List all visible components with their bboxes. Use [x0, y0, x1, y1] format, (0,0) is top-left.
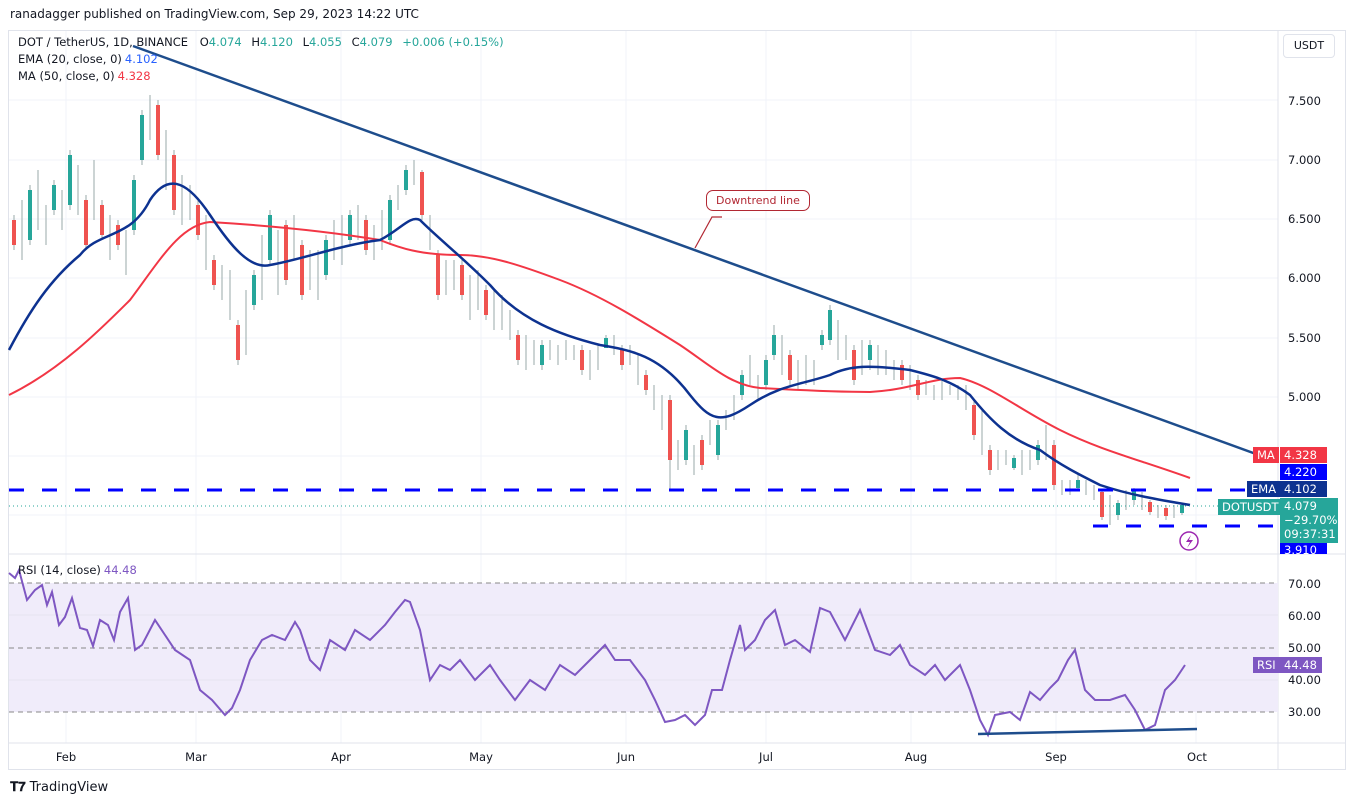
lightning-icon[interactable]	[1179, 531, 1199, 551]
last-price-tag: 4.079 −29.70% 09:37:31	[1280, 498, 1338, 543]
time-tick: Oct	[1187, 750, 1207, 764]
time-tick: Jul	[759, 750, 773, 764]
rsi-value: 44.48	[103, 563, 137, 577]
symbol-tag-label: DOTUSDT	[1218, 499, 1283, 515]
rsi-tick: 30.00	[1288, 705, 1321, 719]
time-tick: Aug	[904, 750, 928, 764]
time-tick: Sep	[1045, 750, 1067, 764]
ema-tag-value: 4.102	[1280, 481, 1327, 497]
tradingview-logo-icon: 𝐓𝟕	[10, 780, 26, 795]
tradingview-logo[interactable]: 𝐓𝟕 TradingView	[10, 780, 109, 795]
price-tick: 7.500	[1288, 94, 1321, 108]
support-tag-value: 3.910	[1280, 543, 1327, 554]
bar-countdown: 09:37:31	[1284, 527, 1336, 541]
time-tick: May	[469, 750, 493, 764]
ma-value: 4.328	[117, 69, 151, 83]
ema-legend[interactable]: EMA (20, close, 0) 4.102	[18, 52, 158, 66]
chart-frame	[8, 30, 1346, 770]
high-value: 4.120	[260, 35, 293, 49]
ma-legend[interactable]: MA (50, close, 0) 4.328	[18, 69, 151, 83]
rsi-tag-label: RSI	[1253, 657, 1280, 673]
currency-button[interactable]: USDT	[1283, 34, 1335, 58]
price-tick: 5.500	[1288, 331, 1321, 345]
time-tick: Jun	[617, 750, 635, 764]
ma50-line	[8, 220, 1191, 479]
publisher-line: ranadagger published on TradingView.com,…	[10, 7, 419, 21]
time-tick: Apr	[331, 750, 351, 764]
rsi-tick: 60.00	[1288, 609, 1321, 623]
rsi-legend[interactable]: RSI (14, close) 44.48	[18, 563, 137, 577]
open-value: 4.074	[208, 35, 242, 49]
price-tick: 6.500	[1288, 212, 1321, 226]
time-tick: Mar	[185, 750, 207, 764]
ema-tag-label: EMA	[1247, 481, 1281, 497]
close-value: 4.079	[359, 35, 393, 49]
price-tick: 6.000	[1288, 271, 1321, 285]
price-tick: 5.000	[1288, 390, 1321, 404]
ma-tag-label: MA	[1253, 447, 1279, 463]
rsi-divergence-line	[977, 727, 1198, 736]
symbol-legend: DOT / TetherUS, 1D, BINANCE O4.074 H4.12…	[18, 35, 504, 49]
rsi-tag-value: 44.48	[1280, 657, 1322, 673]
rsi-tick: 70.00	[1288, 577, 1321, 591]
ema-value: 4.102	[124, 52, 158, 66]
rsi-tick: 50.00	[1288, 641, 1321, 655]
price-tick: 7.000	[1288, 153, 1321, 167]
low-value: 4.055	[309, 35, 342, 49]
rsi-tick: 40.00	[1288, 673, 1321, 687]
ma-tag-value: 4.328	[1280, 447, 1327, 463]
ema20-line	[7, 182, 1191, 507]
time-tick: Feb	[55, 750, 77, 764]
downtrend-callout[interactable]: Downtrend line	[706, 190, 810, 211]
change-value: +0.006 (+0.15%)	[402, 35, 504, 49]
symbol-title: DOT / TetherUS, 1D, BINANCE	[18, 35, 189, 49]
downtrend-line	[132, 44, 1279, 464]
candle-bodies	[12, 105, 1184, 517]
trendline-tag-value: 4.220	[1280, 464, 1327, 480]
